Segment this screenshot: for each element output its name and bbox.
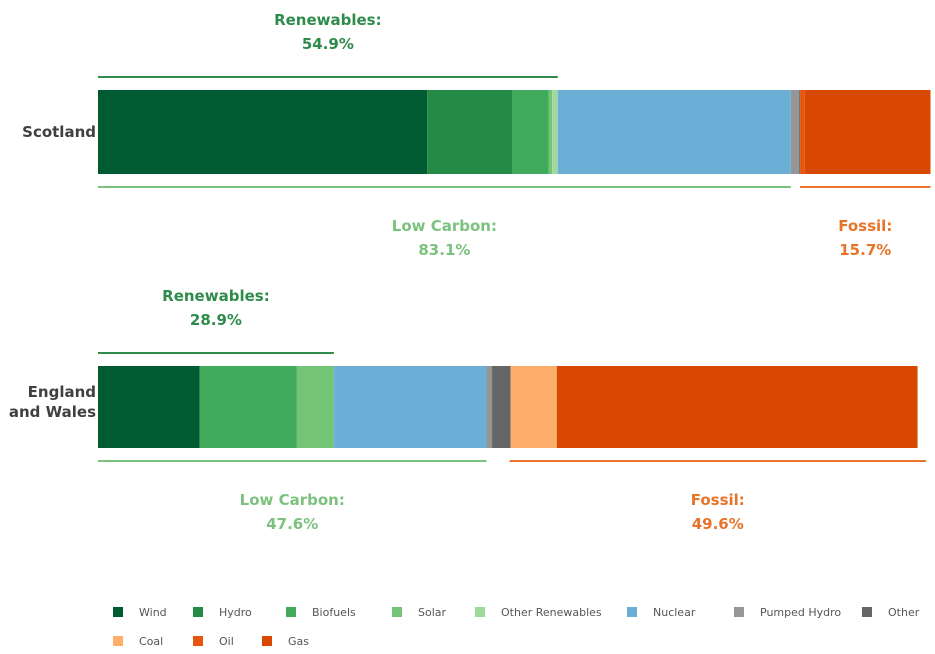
legend-label: Gas	[288, 635, 309, 648]
bracket-title: Renewables:	[274, 11, 382, 29]
bracket-renewables-1: Renewables: 28.9%	[98, 287, 334, 354]
bar-row-england-and-wales: England and Wales	[9, 366, 918, 448]
legend-swatch	[113, 607, 123, 617]
legend-label: Coal	[139, 635, 163, 648]
bracket-value: 54.9%	[302, 35, 354, 53]
legend-label: Wind	[139, 606, 167, 619]
bracket-low-carbon-1: Low Carbon: 47.6%	[98, 460, 487, 533]
bar-segment-england-and-wales-wind	[98, 366, 200, 448]
bar-segment-england-and-wales-nuclear	[333, 366, 487, 448]
legend-label: Nuclear	[653, 606, 696, 619]
legend-swatch	[627, 607, 637, 617]
legend-label: Hydro	[219, 606, 252, 619]
bracket-value: 47.6%	[266, 515, 318, 533]
legend-swatch	[475, 607, 485, 617]
legend-label: Solar	[418, 606, 447, 619]
bar-segment-scotland-hydro	[427, 90, 513, 174]
legend-label: Biofuels	[312, 606, 356, 619]
legend-item-hydro: Hydro	[193, 606, 252, 619]
legend-item-oil: Oil	[193, 635, 234, 648]
bracket-fossil-1: Fossil: 49.6%	[509, 460, 926, 533]
bar-segment-scotland-pumped-hydro	[790, 90, 800, 174]
bar-segment-scotland-biofuels	[512, 90, 549, 174]
legend-label: Oil	[219, 635, 234, 648]
bar-segment-scotland-wind	[98, 90, 428, 174]
legend-swatch	[862, 607, 872, 617]
bar-segment-england-and-wales-gas	[556, 366, 918, 448]
legend-item-other: Other	[862, 606, 920, 619]
legend-item-nuclear: Nuclear	[627, 606, 696, 619]
bracket-title: Renewables:	[162, 287, 270, 305]
legend-label: Pumped Hydro	[760, 606, 841, 619]
bar-segment-england-and-wales-other	[492, 366, 511, 448]
bar-segment-scotland-other-renewables	[552, 90, 558, 174]
legend-item-other-renewables: Other Renewables	[475, 606, 602, 619]
bar-segment-england-and-wales-solar	[296, 366, 334, 448]
legend-swatch	[392, 607, 402, 617]
bracket-renewables-0: Renewables: 54.9%	[98, 11, 558, 78]
legend-label: Other	[888, 606, 920, 619]
bar-segment-scotland-nuclear	[557, 90, 791, 174]
bar-segment-scotland-other	[799, 90, 801, 174]
bar-segment-england-and-wales-biofuels	[199, 366, 297, 448]
bracket-value: 28.9%	[190, 311, 242, 329]
bracket-value: 15.7%	[839, 241, 891, 259]
bar-row-scotland: Scotland	[22, 90, 931, 174]
legend-swatch	[193, 607, 203, 617]
bracket-low-carbon-0: Low Carbon: 83.1%	[98, 186, 791, 259]
bar-segment-scotland-oil	[800, 90, 805, 174]
legend-swatch	[262, 636, 272, 646]
legend-swatch	[286, 607, 296, 617]
legend-swatch	[113, 636, 123, 646]
legend-swatch	[193, 636, 203, 646]
row-label-scotland: Scotland	[22, 123, 96, 141]
bar-segment-england-and-wales-pumped-hydro	[486, 366, 493, 448]
legend-item-coal: Coal	[113, 635, 163, 648]
legend-item-biofuels: Biofuels	[286, 606, 356, 619]
legend-item-wind: Wind	[113, 606, 167, 619]
legend-label: Other Renewables	[501, 606, 602, 619]
legend-item-gas: Gas	[262, 635, 309, 648]
bracket-title: Fossil:	[838, 217, 892, 235]
bar-segment-england-and-wales-coal	[510, 366, 557, 448]
bracket-title: Low Carbon:	[240, 491, 345, 509]
bracket-value: 49.6%	[692, 515, 744, 533]
bracket-title: Fossil:	[691, 491, 745, 509]
legend: Wind Hydro Biofuels Solar Other Renewables Nu…	[113, 606, 920, 648]
legend-item-pumped-hydro: Pumped Hydro	[734, 606, 841, 619]
bar-segment-scotland-gas	[804, 90, 931, 174]
bracket-value: 83.1%	[418, 241, 470, 259]
legend-swatch	[734, 607, 744, 617]
bracket-fossil-0: Fossil: 15.7%	[800, 186, 931, 259]
bar-segment-scotland-solar	[548, 90, 553, 174]
legend-item-solar: Solar	[392, 606, 447, 619]
bracket-title: Low Carbon:	[392, 217, 497, 235]
row-label-england-and-wales: England and Wales	[9, 383, 96, 421]
